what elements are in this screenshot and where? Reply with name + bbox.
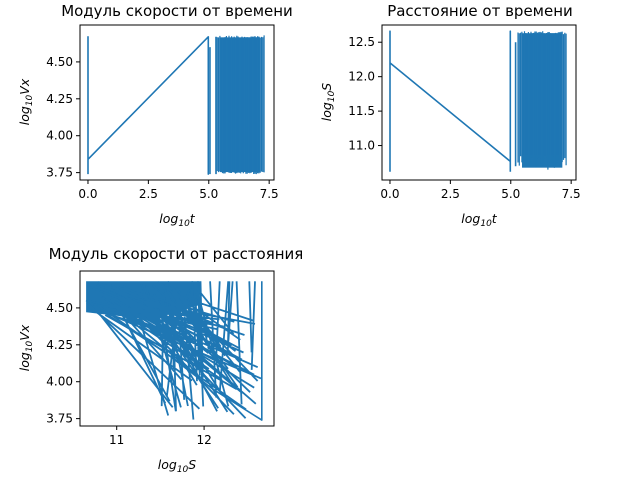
axes-frame	[79, 24, 275, 181]
subplot-title: Расстояние от времени	[387, 2, 573, 20]
axes-frame	[79, 270, 275, 427]
series-marks	[85, 281, 263, 421]
y-tick-label: 4.50	[46, 55, 73, 69]
oscillation-band-lines	[215, 35, 265, 175]
series-marks	[389, 30, 567, 172]
x-tick-label: 5.0	[199, 187, 218, 201]
oscillation-band-lines	[517, 31, 567, 170]
y-axis-ticks: 3.75 4.00 4.25 4.50	[46, 301, 80, 426]
y-tick-label: 4.00	[46, 129, 73, 143]
axes-frame	[381, 24, 577, 181]
x-axis-ticks: 0.0 2.5 5.0 7.5	[78, 180, 279, 201]
x-tick-label: 7.5	[562, 187, 581, 201]
y-axis-ticks: 3.75 4.00 4.25 4.50	[46, 55, 80, 180]
x-tick-label: 5.0	[501, 187, 520, 201]
x-axis-ticks: 11 12	[109, 426, 212, 447]
x-tick-label: 2.5	[441, 187, 460, 201]
subplot-speed-vs-distance: Модуль скорости от расстояния 11 12 3.75 4…	[17, 245, 303, 475]
series-line-0	[389, 30, 512, 172]
y-tick-label: 4.00	[46, 375, 73, 389]
y-axis-ticks: 11.0 11.5 12.0 12.5	[348, 35, 382, 153]
x-axis-label: log10t	[159, 211, 196, 229]
subplot-title: Модуль скорости от времени	[61, 2, 293, 20]
y-tick-label: 12.0	[348, 70, 375, 84]
y-axis-label: log10Vx	[17, 324, 35, 371]
subplot-speed-vs-time: Модуль скорости от времени 0.0 2.5 5.0 7.5 …	[17, 2, 293, 229]
x-tick-label: 7.5	[260, 187, 279, 201]
y-tick-label: 3.75	[46, 412, 73, 426]
y-axis-label: log10S	[319, 83, 337, 122]
dense-region-lines	[86, 281, 262, 420]
subplot-distance-vs-time: Расстояние от времени 0.0 2.5 5.0 7.5 11.01…	[319, 2, 581, 229]
x-tick-label: 12	[196, 433, 211, 447]
y-tick-label: 11.0	[348, 139, 375, 153]
y-axis-label: log10Vx	[17, 78, 35, 125]
y-tick-label: 12.5	[348, 35, 375, 49]
y-tick-label: 3.75	[46, 166, 73, 180]
subplot-title: Модуль скорости от расстояния	[49, 245, 304, 263]
x-tick-label: 2.5	[139, 187, 158, 201]
y-tick-label: 4.25	[46, 92, 73, 106]
x-axis-ticks: 0.0 2.5 5.0 7.5	[380, 180, 581, 201]
x-tick-label: 0.0	[380, 187, 399, 201]
x-axis-label: log10S	[158, 457, 197, 475]
x-tick-label: 0.0	[78, 187, 97, 201]
series-marks	[87, 35, 265, 175]
x-axis-label: log10t	[461, 211, 498, 229]
y-tick-label: 11.5	[348, 104, 375, 118]
series-line-0	[87, 35, 210, 175]
y-tick-label: 4.50	[46, 301, 73, 315]
y-tick-label: 4.25	[46, 338, 73, 352]
x-tick-label: 11	[109, 433, 124, 447]
